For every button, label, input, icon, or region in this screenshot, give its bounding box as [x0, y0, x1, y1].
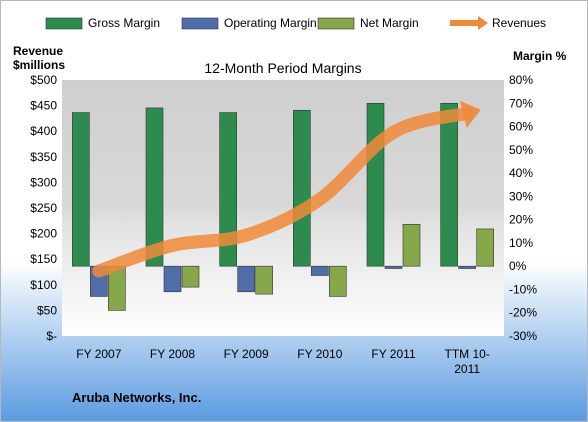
- bar-series: [72, 102, 494, 311]
- legend-label-operating-margin: Operating Margin: [224, 16, 317, 30]
- category-label: FY 2011: [371, 347, 416, 361]
- operating-margin-bar: [384, 265, 403, 269]
- net-margin-bar: [402, 223, 421, 267]
- left-tick-label: $350: [30, 150, 57, 164]
- operating-margin-bar: [163, 265, 182, 293]
- left-tick-label: $250: [30, 201, 57, 215]
- legend: Gross Margin Operating Margin Net Margin Re…: [45, 16, 546, 30]
- left-tick-label: $500: [30, 73, 57, 87]
- right-axis: -30% -20% -10% 0% 10% 20% 30% 40% 50% 60% 70% 80%: [509, 73, 537, 343]
- legend-label-revenues: Revenues: [492, 16, 546, 30]
- right-tick-label: 50%: [509, 143, 533, 157]
- legend-label-net-margin: Net Margin: [360, 16, 419, 30]
- left-axis: $- $50 $100 $150 $200 $250 $300 $350 $400 $450 $50…: [30, 73, 57, 343]
- left-tick-label: $450: [30, 99, 57, 113]
- gross-margin-bar: [72, 112, 90, 267]
- right-tick-label: 70%: [509, 96, 533, 110]
- left-tick-label: $50: [37, 303, 57, 317]
- net-margin-bar: [255, 265, 273, 295]
- net-margin-bar: [181, 265, 200, 288]
- legend-swatch-net-margin: [317, 17, 355, 30]
- revenues-arrowhead: [459, 100, 481, 128]
- right-tick-label: -30%: [509, 329, 537, 343]
- legend-swatch-operating-margin: [181, 17, 219, 30]
- right-axis-title: Margin %: [513, 49, 567, 63]
- left-axis-title-line-2: $millions: [13, 58, 65, 72]
- gross-margin-bar: [366, 102, 385, 267]
- operating-margin-bar: [458, 265, 476, 269]
- operating-margin-bar: [237, 265, 255, 293]
- category-label: FY 2009: [224, 347, 269, 361]
- right-tick-label: -10%: [509, 282, 537, 296]
- right-tick-label: 10%: [509, 236, 533, 250]
- category-label: FY 2010: [297, 347, 342, 361]
- gross-margin-bar: [145, 107, 164, 267]
- right-tick-label: 20%: [509, 213, 533, 227]
- left-tick-label: $100: [30, 278, 57, 292]
- net-margin-bar: [329, 265, 347, 297]
- left-tick-label: $400: [30, 124, 57, 138]
- revenues-line: [92, 106, 474, 278]
- category-label: FY 2008: [150, 347, 195, 361]
- legend-label-gross-margin: Gross Margin: [88, 16, 160, 30]
- category-label: 2011: [454, 362, 480, 376]
- right-tick-label: 80%: [509, 73, 533, 87]
- right-tick-label: 60%: [509, 120, 533, 134]
- category-axis: FY 2007 FY 2008 FY 2009 FY 2010 FY 2011 TTM 1…: [76, 347, 490, 376]
- gross-margin-bar: [219, 112, 237, 267]
- gross-margin-bar: [293, 109, 311, 267]
- left-axis-title-line-1: Revenue: [13, 44, 63, 58]
- left-tick-label: $150: [30, 252, 57, 266]
- gross-margin-bar: [440, 102, 458, 267]
- left-tick-label: $300: [30, 175, 57, 189]
- right-tick-label: -20%: [509, 306, 537, 320]
- legend-swatch-gross-margin: [45, 17, 83, 30]
- left-tick-label: $-: [46, 329, 57, 343]
- category-label: FY 2007: [76, 347, 121, 361]
- net-margin-bar: [476, 228, 494, 267]
- operating-margin-bar: [311, 265, 329, 276]
- legend-arrow: [478, 16, 488, 30]
- category-label: TTM 10-: [444, 347, 489, 361]
- company-name: Aruba Networks, Inc.: [72, 390, 201, 405]
- revenue-line: [92, 100, 481, 278]
- chart-title: 12-Month Period Margins: [204, 60, 361, 76]
- right-tick-label: 30%: [509, 189, 533, 203]
- right-tick-label: 0%: [509, 259, 527, 273]
- right-tick-label: 40%: [509, 166, 533, 180]
- left-tick-label: $200: [30, 227, 57, 241]
